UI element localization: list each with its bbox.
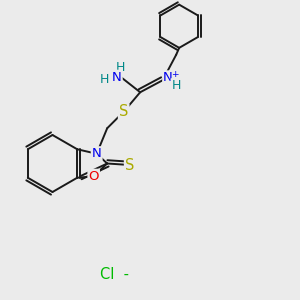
Text: S: S — [119, 104, 128, 119]
Text: O: O — [88, 170, 99, 183]
Text: H: H — [100, 73, 110, 86]
Text: S: S — [125, 158, 134, 172]
Text: N: N — [163, 71, 173, 84]
Text: N: N — [112, 71, 122, 84]
Text: H: H — [116, 61, 125, 74]
Text: +: + — [171, 70, 178, 79]
Text: Cl  -: Cl - — [100, 267, 128, 282]
Text: H: H — [172, 79, 181, 92]
Text: N: N — [92, 147, 102, 160]
